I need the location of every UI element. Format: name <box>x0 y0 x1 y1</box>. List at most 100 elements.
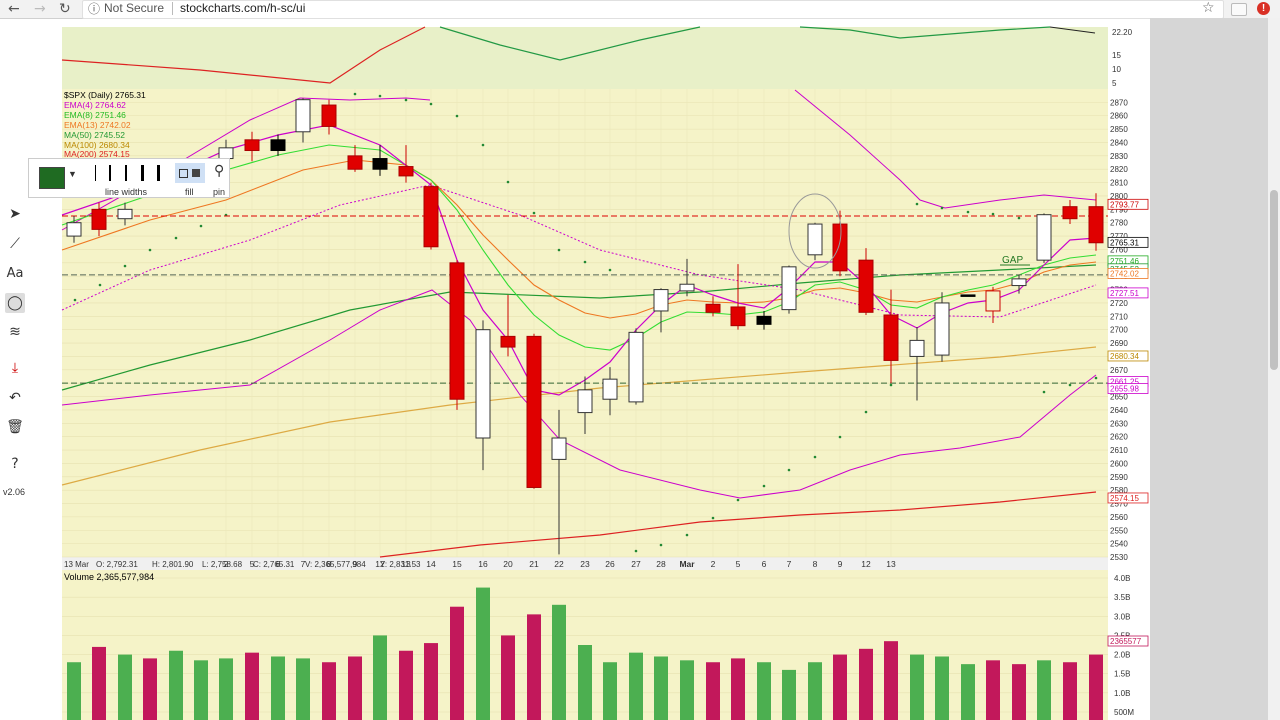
line-icon[interactable]: ⟋ <box>10 236 20 252</box>
price-tag-label: 2751.46 <box>1110 257 1139 266</box>
candle-body <box>807 223 823 256</box>
fill-solid-icon[interactable] <box>192 169 200 177</box>
drawing-style-palette[interactable]: ▼ line widths fill ⚲ pin <box>28 158 230 198</box>
bookmark-star-icon[interactable]: ☆ <box>1202 0 1215 16</box>
undo-icon[interactable]: ↶ <box>9 390 21 406</box>
y-tick-label: 2550 <box>1110 526 1128 535</box>
sar-dot <box>838 435 842 439</box>
x-tick-label: 7 <box>301 559 306 569</box>
volume-bar <box>1012 664 1026 720</box>
candle <box>1011 274 1027 294</box>
volume-bar <box>143 658 157 720</box>
sar-dot <box>73 298 77 302</box>
drawn-ellipse-annotation[interactable] <box>788 193 842 269</box>
volume-bar <box>706 662 720 720</box>
y-tick-label: 2650 <box>1110 393 1128 402</box>
volume-bar <box>680 660 694 720</box>
x-tick-label: 28 <box>656 559 666 569</box>
candle-body <box>832 223 848 272</box>
chevron-down-icon[interactable]: ▼ <box>68 169 77 179</box>
volume-bar <box>169 650 183 720</box>
y-tick-label: 2630 <box>1110 419 1128 428</box>
price-tag: 2765.31 <box>1107 236 1149 248</box>
x-tick-label: 15 <box>452 559 462 569</box>
ma50-line <box>61 264 1097 391</box>
volume-bar <box>654 656 668 720</box>
volume-tick-label: 500M <box>1114 708 1134 717</box>
volume-tag: 2365577 <box>1107 635 1149 647</box>
sar-dot <box>404 98 408 102</box>
account-alert-icon[interactable]: ! <box>1257 2 1270 15</box>
scrollbar-thumb[interactable] <box>1270 190 1278 370</box>
trash-icon[interactable]: 🗑 <box>6 419 24 435</box>
x-tick-label: 2 <box>711 559 716 569</box>
gap-annotation[interactable]: GAP <box>1002 255 1023 266</box>
candle-body <box>679 283 695 292</box>
candle-body <box>551 437 567 460</box>
text-icon[interactable]: Aa <box>6 266 24 281</box>
fill-options[interactable] <box>175 163 205 183</box>
color-swatch[interactable] <box>39 167 65 189</box>
y-tick-label: 2570 <box>1110 500 1128 509</box>
save-icon[interactable]: ⤓ <box>11 360 19 376</box>
pin-icon[interactable]: ⚲ <box>214 163 225 179</box>
x-tick-label: 5 <box>736 559 741 569</box>
fill-none-icon[interactable] <box>179 169 188 178</box>
price-tag-label: 2661.25 <box>1110 378 1139 387</box>
volume-bar <box>731 658 745 720</box>
url-text[interactable]: stockcharts.com/h-sc/ui <box>180 1 306 15</box>
candle <box>781 265 797 314</box>
help-icon[interactable]: ? <box>11 456 19 472</box>
volume-bar <box>629 652 643 720</box>
price-tag-label: 2655.98 <box>1110 385 1139 394</box>
fill-label: fill <box>185 187 194 197</box>
extension-icon[interactable] <box>1231 3 1247 16</box>
price-tag-box <box>1107 350 1149 362</box>
legend-ma200: MA(200) 2574.15 <box>64 149 130 159</box>
reload-icon[interactable]: ↻ <box>59 1 71 17</box>
candle-body <box>295 99 311 133</box>
sar-dot <box>353 92 357 96</box>
volume-bar <box>424 643 438 720</box>
x-tick-label: 20 <box>503 559 513 569</box>
legend-ma50: MA(50) 2745.52 <box>64 130 125 140</box>
upper-band-line <box>794 89 1097 209</box>
volume-tick-label: 3.5B <box>1114 593 1130 602</box>
y-tick-label: 2840 <box>1110 138 1128 147</box>
line-width-1[interactable] <box>95 165 96 181</box>
line-width-3[interactable] <box>125 165 127 181</box>
line-width-5[interactable] <box>157 165 160 181</box>
sar-dot <box>685 533 689 537</box>
ellipse-icon[interactable]: ◯ <box>5 293 25 313</box>
y-tick-label: 2780 <box>1110 219 1128 228</box>
volume-label: Volume 2,365,577,984 <box>64 572 154 582</box>
back-icon[interactable]: ← <box>8 1 20 17</box>
address-bar[interactable] <box>82 0 1224 19</box>
sar-dot <box>148 248 152 252</box>
line-width-options[interactable] <box>87 163 167 183</box>
y-tick-label: 2830 <box>1110 152 1128 161</box>
version-label: v2.06 <box>3 487 26 497</box>
candle <box>730 264 746 330</box>
candle <box>475 320 491 471</box>
info-icon[interactable]: ⓘ <box>88 2 101 16</box>
forward-icon[interactable]: → <box>34 1 46 17</box>
sar-dot <box>455 114 459 118</box>
candle <box>270 134 286 156</box>
candle-body <box>423 186 439 248</box>
not-secure-label: Not Secure <box>104 1 165 15</box>
upper-panel-tick: 22.20 <box>1112 28 1133 37</box>
sar-dot <box>199 224 203 228</box>
line-width-2[interactable] <box>109 165 111 181</box>
price-chart[interactable]: 2530254025502560257025802590260026102620… <box>0 0 1150 720</box>
y-tick-label: 2720 <box>1110 299 1128 308</box>
candle-body <box>398 166 414 177</box>
fib-icon[interactable]: ≋ <box>9 324 21 340</box>
line-width-4[interactable] <box>141 165 144 181</box>
x-tick-label: Mar <box>679 559 695 569</box>
y-tick-label: 2690 <box>1110 339 1128 348</box>
x-tick-label: 6 <box>276 559 281 569</box>
price-tag-label: 2765.31 <box>1110 238 1139 247</box>
pointer-icon[interactable]: ➤ <box>9 206 21 222</box>
candle <box>526 333 542 489</box>
